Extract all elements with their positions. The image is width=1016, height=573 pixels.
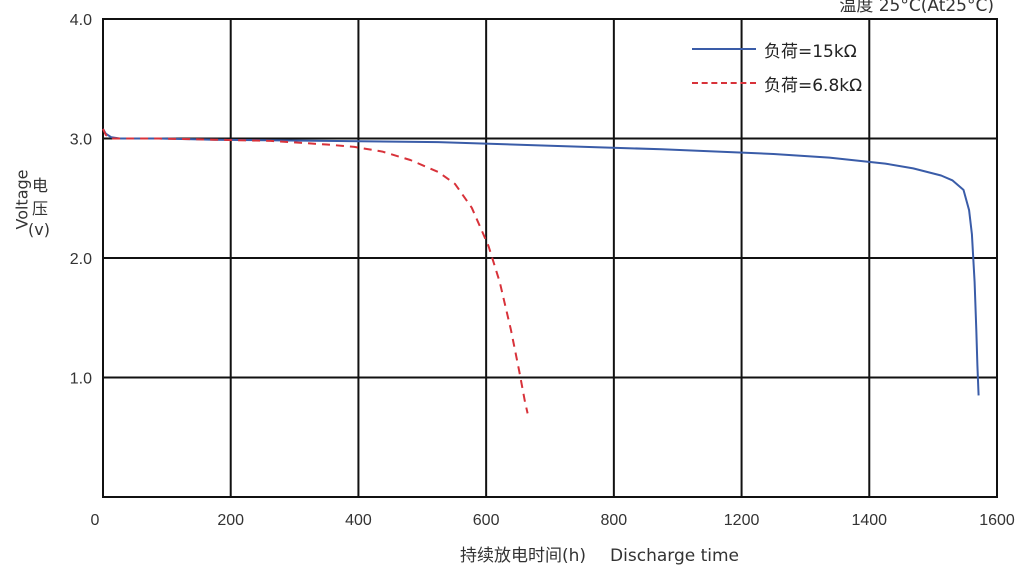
x-axis-label: 持续放电时间(h) Discharge time xyxy=(460,541,739,566)
x-tick-label: 1600 xyxy=(979,512,1015,529)
y-axis-label-zh-2: 压 xyxy=(32,199,49,218)
temperature-label: 温度 25°C(At25°C) xyxy=(839,0,994,16)
y-tick-label: 3.0 xyxy=(70,132,92,149)
legend-label-2: 负荷=6.8kΩ xyxy=(764,75,863,96)
series-line-2 xyxy=(102,128,529,414)
legend: 负荷=15kΩ 负荷=6.8kΩ xyxy=(692,32,862,100)
x-tick-label: 0 xyxy=(91,512,100,529)
x-tick-label: 1200 xyxy=(724,512,760,529)
x-tick-label: 800 xyxy=(601,512,628,529)
y-axis-label: Voltage 电 压 (v) xyxy=(6,150,66,260)
legend-label-1: 负荷=15kΩ xyxy=(764,41,857,62)
x-tick-label: 1400 xyxy=(851,512,887,529)
legend-swatch-solid xyxy=(692,48,756,50)
y-axis-label-zh-1: 电 xyxy=(32,176,49,195)
y-tick-label: 1.0 xyxy=(70,371,92,388)
legend-swatch-dashed xyxy=(692,82,756,84)
x-tick-label: 400 xyxy=(345,512,372,529)
series-line-1 xyxy=(102,128,980,396)
x-axis-label-en: Discharge time xyxy=(610,546,740,566)
y-tick-label: 2.0 xyxy=(70,251,92,268)
y-tick-label: 4.0 xyxy=(70,12,92,29)
y-axis-unit: (v) xyxy=(28,220,50,239)
x-tick-label: 600 xyxy=(473,512,500,529)
x-tick-label: 200 xyxy=(217,512,244,529)
legend-item-2: 负荷=6.8kΩ xyxy=(692,66,862,100)
x-axis-label-zh: 持续放电时间(h) xyxy=(460,546,587,566)
legend-item-1: 负荷=15kΩ xyxy=(692,32,862,66)
